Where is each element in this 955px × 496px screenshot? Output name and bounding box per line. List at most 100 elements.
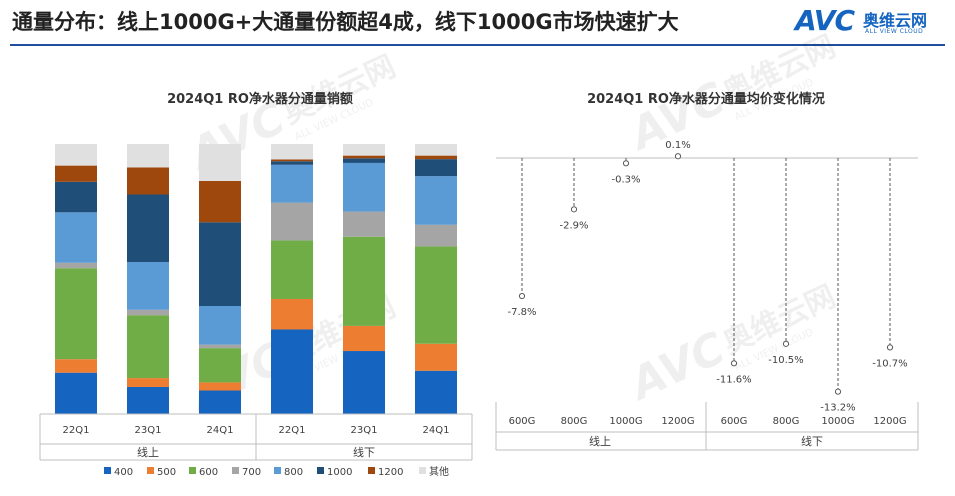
legend-label-700: 700 (242, 467, 261, 478)
price-tick-label: 1200G (873, 416, 906, 427)
bar-segment-500 (199, 382, 241, 391)
price-tick-label: 1000G (609, 416, 642, 427)
bar-tick-label: 22Q1 (279, 425, 306, 436)
bar-segment-1200 (55, 165, 97, 182)
bar-segment-其他 (271, 144, 313, 160)
lollipop-point (834, 388, 842, 395)
price-tick-label: 1200G (661, 416, 694, 427)
bar-segment-其他 (199, 144, 241, 181)
data-label: -13.2% (820, 403, 855, 414)
logo-mark: AVC (795, 4, 855, 37)
bar-segment-1000 (415, 159, 457, 177)
page-title: 通量分布：线上1000G+大通量份额超4成，线下1000G市场快速扩大 (12, 10, 679, 34)
legend-swatch-1000 (317, 467, 324, 474)
bar-segment-1200 (271, 159, 313, 162)
price-tick-label: 600G (721, 416, 748, 427)
bar-legend: 400 500 600 700 800 1000 1200 其他 (104, 465, 449, 478)
bar-segment-800 (199, 306, 241, 345)
bar-segment-800 (127, 261, 169, 310)
bar-segment-600 (199, 348, 241, 383)
bar-segment-600 (55, 268, 97, 360)
lollipop-point (782, 340, 790, 347)
bar-segment-600 (127, 315, 169, 379)
lollipop-point (730, 360, 738, 367)
legend-swatch-其他 (419, 467, 426, 474)
title-divider (10, 44, 945, 46)
price-change-plot-area: -7.8% -2.9% -0.3% 0.1% -11.6% -10.5% -13.2% -10… (496, 140, 918, 414)
stacked-bar-chart: 2024Q1 RO净水器分通量销额 22Q1 23Q1 24Q1 22Q1 23Q1 24… (39, 91, 473, 478)
bar-segment-700 (199, 344, 241, 349)
bar-segment-700 (271, 202, 313, 241)
bar-group-label: 线下 (353, 445, 375, 459)
legend-label-1200: 1200 (378, 467, 403, 478)
bar-tick-label: 24Q1 (207, 425, 234, 436)
bar-segment-500 (271, 298, 313, 330)
bar-segment-1200 (343, 155, 385, 159)
bar-segment-其他 (343, 144, 385, 156)
data-label: -2.9% (559, 220, 588, 231)
data-label: -11.6% (716, 374, 751, 385)
lollipop-point (674, 153, 682, 160)
bar-segment-800 (415, 176, 457, 225)
bar-segment-400 (415, 370, 457, 414)
bar-segment-600 (415, 246, 457, 344)
price-tick-label: 800G (561, 416, 588, 427)
bar-segment-1000 (55, 181, 97, 213)
data-label: -7.8% (507, 307, 536, 318)
data-label: -10.5% (768, 355, 803, 366)
legend-swatch-600 (189, 467, 196, 474)
legend-swatch-800 (274, 467, 281, 474)
bar-plot-area (55, 144, 457, 414)
price-change-chart-title: 2024Q1 RO净水器分通量均价变化情况 (587, 91, 825, 107)
legend-label-500: 500 (157, 467, 176, 478)
bar-segment-700 (127, 309, 169, 316)
bar-segment-500 (55, 359, 97, 373)
lollipop-point (570, 206, 578, 213)
bar-segment-500 (127, 378, 169, 387)
bar-segment-700 (415, 224, 457, 247)
lollipop-point (518, 292, 526, 300)
data-label: -10.7% (872, 358, 907, 369)
legend-label-其他: 其他 (429, 465, 449, 478)
bar-segment-1000 (271, 161, 313, 165)
logo-english-name: ALL VIEW CLOUD (865, 28, 924, 35)
watermark-mark: AVC (620, 323, 733, 412)
bar-tick-label: 24Q1 (423, 425, 450, 436)
bar-segment-700 (55, 262, 97, 269)
lollipop-point (622, 160, 630, 167)
brand-logo: AVC 奥维云网 ALL VIEW CLOUD (795, 4, 945, 40)
bar-segment-其他 (415, 144, 457, 156)
bar-category-axis: 22Q1 23Q1 24Q1 22Q1 23Q1 24Q1 线上 线下 (39, 413, 473, 461)
data-label: 0.1% (665, 140, 690, 151)
bar-segment-800 (55, 212, 97, 263)
legend-swatch-500 (147, 467, 154, 474)
bar-segment-1200 (127, 167, 169, 195)
price-group-label: 线上 (589, 434, 611, 448)
legend-label-400: 400 (114, 467, 133, 478)
legend-swatch-1200 (368, 467, 375, 474)
bar-segment-600 (343, 236, 385, 326)
bar-group-label: 线上 (137, 445, 159, 459)
price-tick-label: 600G (509, 416, 536, 427)
bar-segment-1000 (199, 222, 241, 306)
bar-segment-400 (127, 387, 169, 414)
bar-tick-label: 22Q1 (63, 425, 90, 436)
bar-segment-500 (415, 343, 457, 371)
legend-label-800: 800 (284, 467, 303, 478)
bar-segment-400 (271, 329, 313, 414)
bar-segment-500 (343, 325, 385, 352)
price-change-chart: 2024Q1 RO净水器分通量均价变化情况 -7.8% -2.9% -0.3% 0.1… (495, 91, 919, 451)
logo-chinese-name: 奥维云网 (863, 11, 928, 30)
price-tick-label: 1000G (821, 416, 854, 427)
bar-segment-400 (55, 372, 97, 414)
bar-chart-title: 2024Q1 RO净水器分通量销额 (167, 91, 353, 107)
bar-segment-1000 (343, 158, 385, 163)
bar-segment-400 (343, 351, 385, 414)
bar-segment-1000 (127, 194, 169, 262)
bar-segment-400 (199, 390, 241, 414)
legend-swatch-700 (232, 467, 239, 474)
legend-label-600: 600 (199, 467, 218, 478)
legend-swatch-400 (104, 467, 111, 474)
bar-segment-其他 (127, 144, 169, 168)
